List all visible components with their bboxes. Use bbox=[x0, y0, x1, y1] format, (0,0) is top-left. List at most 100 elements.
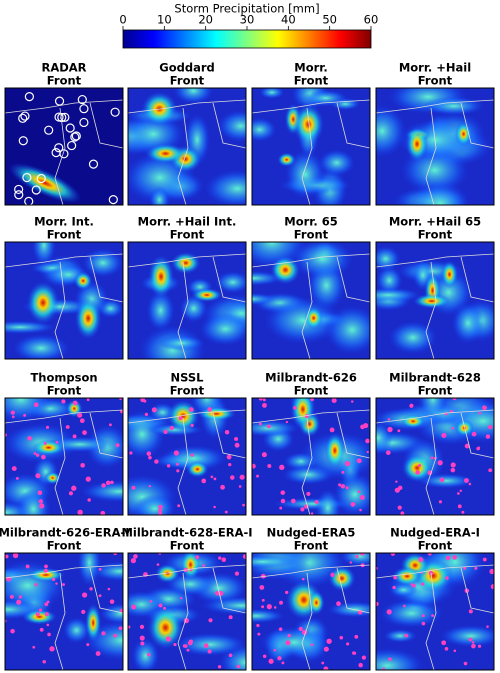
precip-dot bbox=[163, 429, 168, 435]
precip-dot bbox=[166, 464, 171, 468]
precip-dot bbox=[100, 510, 106, 515]
precip-dot bbox=[115, 443, 120, 448]
radar-station bbox=[79, 117, 89, 128]
precip-dot bbox=[330, 572, 335, 578]
precip-dot bbox=[357, 490, 361, 493]
precip-area bbox=[132, 638, 160, 670]
precip-dot bbox=[279, 506, 283, 510]
precip-dot bbox=[230, 475, 235, 480]
precip-core bbox=[191, 288, 223, 302]
map-frame bbox=[127, 552, 247, 671]
precip-dot bbox=[486, 625, 489, 628]
precip-dot bbox=[427, 553, 432, 556]
precip-dot bbox=[77, 412, 83, 418]
precip-dot bbox=[409, 403, 414, 408]
precip-dot bbox=[463, 566, 467, 570]
precip-dot bbox=[148, 485, 152, 488]
precip-dot bbox=[165, 636, 172, 642]
precip-core bbox=[186, 460, 209, 478]
precip-dot bbox=[350, 502, 356, 507]
map-frame bbox=[251, 397, 371, 516]
precip-area bbox=[99, 603, 123, 624]
precip-dot bbox=[397, 429, 401, 433]
precip-dot bbox=[453, 649, 457, 653]
precip-dot bbox=[87, 498, 91, 502]
precip-dot bbox=[34, 583, 38, 587]
precip-dot bbox=[210, 475, 214, 479]
precip-area bbox=[204, 169, 246, 205]
precip-dot bbox=[18, 595, 23, 599]
precip-dot bbox=[46, 600, 50, 604]
precip-dot bbox=[176, 469, 180, 473]
precip-dot bbox=[35, 473, 41, 479]
panel-subtitle: Front bbox=[47, 228, 82, 242]
precip-dot bbox=[188, 407, 194, 412]
precip-dot bbox=[35, 453, 40, 457]
radar-station bbox=[88, 159, 99, 169]
precip-dot bbox=[387, 418, 391, 421]
panel-subtitle: Front bbox=[170, 228, 205, 242]
precip-dot bbox=[262, 654, 267, 658]
precip-dot bbox=[23, 413, 27, 417]
precip-dot bbox=[105, 480, 111, 486]
colorbar-tick-label: 30 bbox=[240, 13, 255, 27]
precip-area bbox=[303, 89, 348, 107]
precip-dot bbox=[55, 440, 59, 444]
precip-dot bbox=[392, 585, 396, 590]
precip-area bbox=[379, 599, 444, 628]
map-frame bbox=[4, 87, 124, 206]
precip-dot bbox=[107, 587, 111, 591]
map-panel bbox=[127, 87, 247, 206]
precip-dot bbox=[148, 455, 152, 460]
radar-station bbox=[65, 123, 75, 133]
radar-station bbox=[54, 143, 64, 153]
precip-area bbox=[418, 473, 474, 489]
panel-title: Milbrandt-626 bbox=[265, 371, 357, 385]
precip-dot bbox=[239, 474, 245, 480]
precip-dot bbox=[156, 563, 160, 566]
precip-dot bbox=[445, 555, 451, 561]
precip-core bbox=[148, 254, 174, 299]
precip-area bbox=[389, 582, 418, 598]
radar-station bbox=[18, 113, 28, 123]
precip-dot bbox=[490, 583, 494, 590]
precip-dot bbox=[354, 634, 359, 639]
precip-dot bbox=[109, 599, 115, 604]
map-field bbox=[376, 553, 494, 670]
precip-dot bbox=[359, 508, 362, 512]
precip-dot bbox=[158, 508, 162, 513]
border-line bbox=[376, 564, 494, 670]
map-panel bbox=[251, 241, 371, 360]
precip-dot bbox=[95, 651, 101, 657]
precip-core bbox=[270, 255, 301, 285]
map-field bbox=[376, 88, 494, 205]
precip-dot bbox=[108, 423, 112, 427]
precip-dot bbox=[15, 476, 19, 480]
panel-title: Milbrandt-628 bbox=[389, 371, 481, 385]
panel-title: Milbrandt-626-ERA-I bbox=[0, 526, 130, 540]
map-panel bbox=[127, 552, 247, 671]
panel-title: Morr. 65 bbox=[284, 215, 337, 229]
map-frame bbox=[375, 397, 495, 516]
precip-dot bbox=[257, 632, 261, 636]
precip-dot bbox=[16, 599, 22, 605]
map-panel bbox=[251, 87, 371, 206]
precip-dot bbox=[62, 583, 66, 587]
precip-dot bbox=[385, 450, 391, 456]
precip-dot bbox=[39, 503, 45, 509]
precip-dot bbox=[418, 464, 422, 467]
precip-dot bbox=[393, 575, 398, 580]
map-field bbox=[128, 553, 246, 670]
precip-dot bbox=[323, 666, 329, 670]
precip-dot bbox=[173, 450, 179, 456]
precip-dot bbox=[293, 406, 297, 410]
precip-dot bbox=[280, 490, 286, 495]
panel-title: RADAR bbox=[41, 61, 86, 75]
precip-dot bbox=[344, 460, 351, 467]
precip-dot bbox=[356, 458, 362, 464]
precip-dot bbox=[228, 653, 233, 658]
precip-dot bbox=[376, 601, 379, 606]
precip-area bbox=[134, 494, 176, 515]
precip-dot bbox=[202, 564, 206, 567]
